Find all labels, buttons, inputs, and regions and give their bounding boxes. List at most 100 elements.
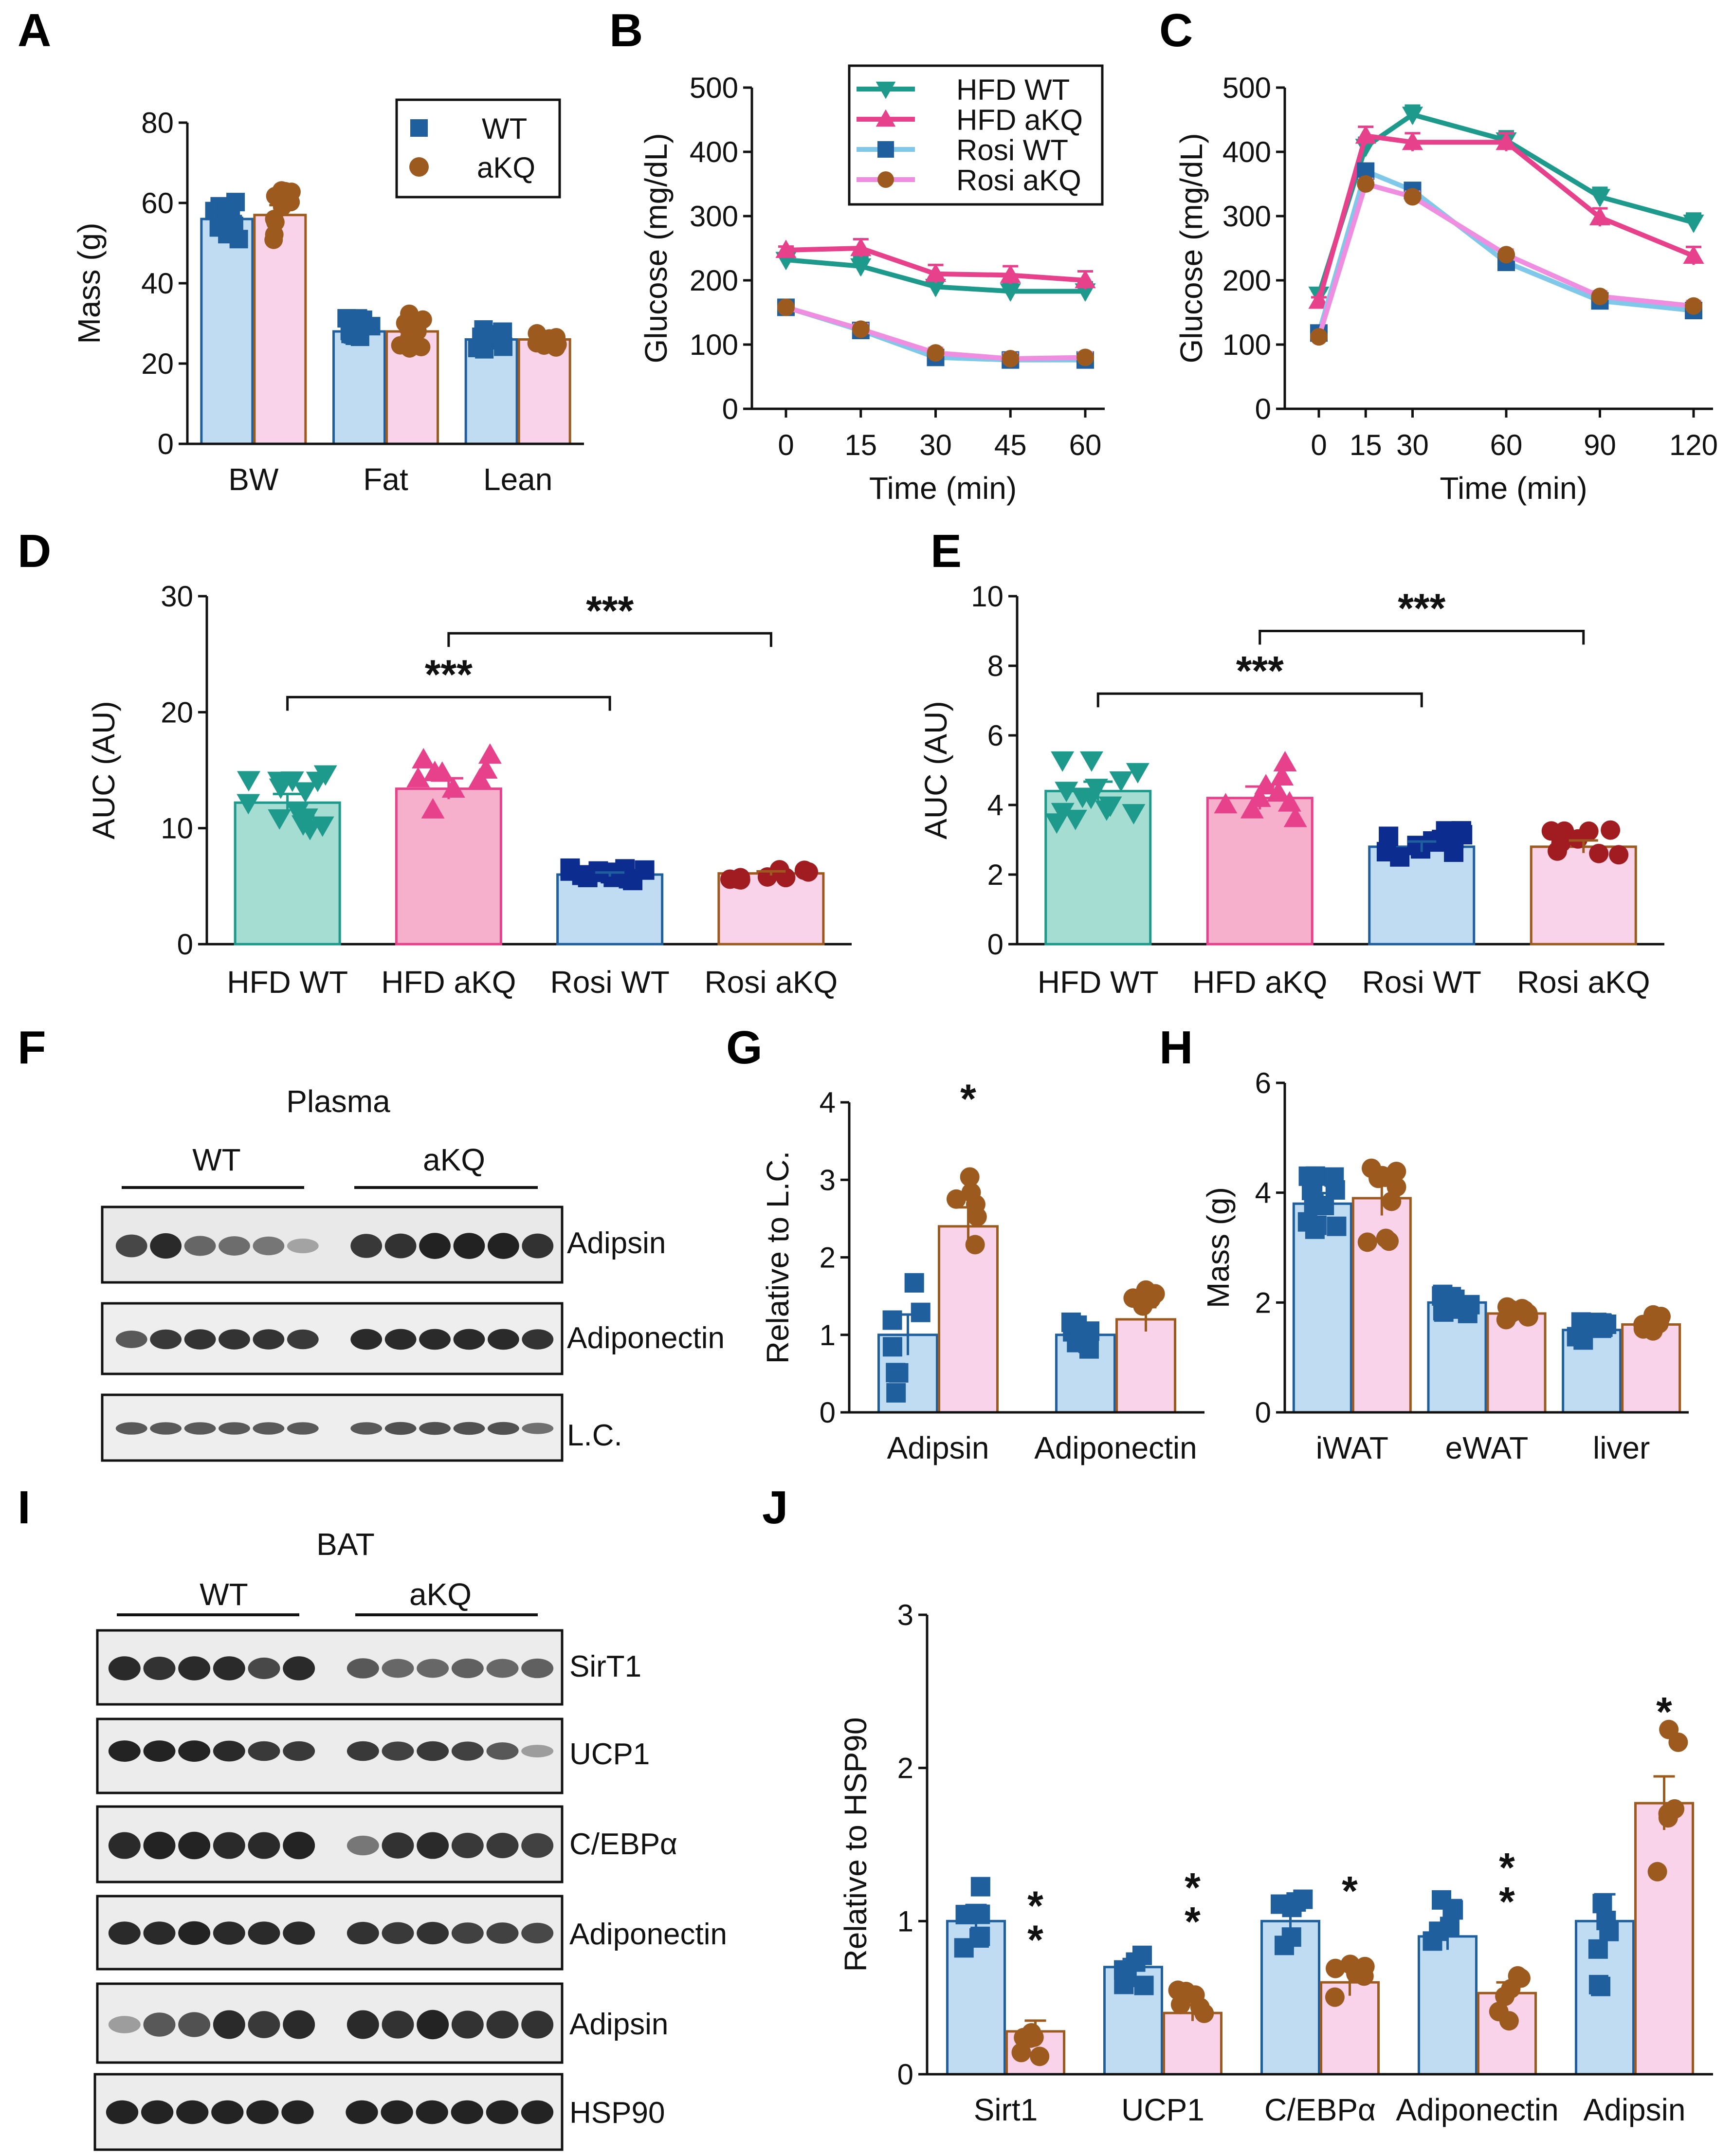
bar-wt-fat: [332, 330, 386, 445]
bar-akq-ucp1: [1163, 2011, 1222, 2076]
data-point: [1305, 1166, 1325, 1186]
data-point: [955, 1904, 975, 1924]
data-point: [1499, 2011, 1519, 2031]
chart-g-y-label: Relative to L.C.: [760, 1151, 795, 1364]
x-label-ewat: eWAT: [1445, 1430, 1529, 1465]
blot-band: [248, 1657, 280, 1680]
chart-d-y-label: AUC (AU): [86, 701, 121, 839]
data-point: [1432, 1286, 1452, 1306]
legend-label-hfd-wt: HFD WT: [956, 73, 1070, 106]
data-point: [911, 1302, 930, 1322]
chart-j-y-label: Relative to HSP90: [838, 1717, 873, 1972]
bar-akq-adipsin: [938, 1225, 999, 1414]
bar-wt-adiponectin: [1418, 1935, 1478, 2076]
point-rosi-akq: [1310, 328, 1328, 346]
data-point: [799, 862, 819, 882]
point-hfd-akq: [925, 263, 947, 282]
blot-band: [281, 2100, 314, 2124]
panel-letter-c: C: [1159, 4, 1193, 56]
data-point: [1109, 771, 1133, 792]
blot-f-label-lc: L.C.: [567, 1419, 622, 1452]
blot-i-group-akq: aKQ: [409, 1577, 472, 1612]
blot-band: [521, 1745, 554, 1757]
data-point: [1304, 1195, 1324, 1215]
x-tick-label: 0: [778, 429, 794, 461]
blot-band: [347, 2010, 379, 2039]
chart-b-y-label: Glucose (mg/dL): [638, 133, 674, 363]
blot-band: [141, 2100, 174, 2124]
x-tick-label: 60: [1069, 429, 1102, 461]
chart-a-body-composition: 0 20 40 60 80 Mass (g) BW Fat Lean WT aKQ: [72, 98, 584, 497]
blot-i-bands-ucp1: [108, 1740, 554, 1762]
data-point: [904, 1273, 924, 1293]
x-label-adiponectin: Adiponectin: [1396, 2092, 1558, 2127]
data-point: [237, 771, 260, 792]
significance-bracket: [286, 695, 611, 711]
blot-band: [283, 2010, 315, 2039]
data-point: [1307, 1215, 1327, 1235]
data-point: [1361, 1158, 1381, 1178]
data-point: [310, 816, 334, 837]
blot-band: [521, 1833, 554, 1858]
data-point: [970, 1926, 990, 1946]
blot-band: [382, 2010, 414, 2039]
point-rosi-akq: [1497, 246, 1515, 264]
chart-b-insulin-tolerance: 0 100 200 300 400 500 Glucose (mg/dL) 0 15 30 45 60…: [638, 64, 1105, 506]
panel-letter-g: G: [726, 1022, 763, 1074]
x-label-iwat: iWAT: [1316, 1430, 1388, 1465]
y-tick-label: 40: [141, 267, 174, 300]
x-tick-label: 15: [844, 429, 877, 461]
blot-f-bands-adipsin: [115, 1233, 554, 1259]
data-point: [1214, 793, 1238, 814]
blot-band: [115, 1331, 147, 1348]
data-point: [1508, 1966, 1528, 1986]
line-hfd-akq: [1316, 133, 1695, 302]
blot-band: [486, 2100, 519, 2124]
legend-label-rosi-wt: Rosi WT: [956, 134, 1068, 166]
y-tick-label: 2: [987, 859, 1003, 891]
y-tick-label: 0: [897, 2058, 913, 2091]
chart-e-y-label: AUC (AU): [918, 701, 953, 839]
legend-marker-akq: [409, 157, 429, 177]
blot-f-label-adipsin: Adipsin: [567, 1226, 666, 1260]
data-point: [421, 798, 445, 819]
point-hfd-akq: [1000, 264, 1021, 283]
blot-i-label-cebpa: C/EBPα: [569, 1827, 677, 1861]
blot-band: [115, 1234, 147, 1258]
point-hfd-akq: [1308, 290, 1330, 309]
blot-i-bands-hsp90: [106, 2100, 554, 2124]
x-label-hfd-akq: HFD aKQ: [1192, 965, 1327, 1000]
x-label-rosi-wt: Rosi WT: [1362, 965, 1481, 1000]
blot-band: [246, 2100, 279, 2124]
blot-band: [486, 1742, 519, 1760]
point-hfd-akq: [1075, 270, 1096, 289]
significance-bracket: [1259, 630, 1585, 645]
significance-stars: ***: [586, 587, 634, 633]
data-point: [1379, 1231, 1399, 1251]
data-point: [226, 193, 245, 212]
point-hfd-akq: [775, 239, 797, 258]
blot-band: [382, 1741, 414, 1761]
data-point: [1283, 806, 1307, 827]
blot-band: [486, 2010, 519, 2039]
point-hfd-akq: [850, 238, 872, 256]
blot-band: [150, 1422, 182, 1435]
legend-label-rosi-akq: Rosi aKQ: [956, 164, 1081, 197]
blot-i-bands-adipsin: [108, 2010, 554, 2040]
x-tick-label: 30: [919, 429, 952, 461]
point-hfd-akq: [1496, 131, 1517, 150]
data-point: [1055, 782, 1078, 803]
blot-band: [213, 1921, 245, 1945]
data-point: [1596, 1911, 1616, 1931]
blot-f-bands-adiponectin: [115, 1329, 554, 1350]
y-tick-label: 300: [690, 200, 738, 233]
blot-band: [521, 1922, 554, 1944]
y-tick-label: 2: [820, 1242, 836, 1274]
data-point: [1126, 763, 1149, 784]
blot-band: [347, 1741, 379, 1761]
blot-band: [213, 1740, 245, 1762]
blot-band: [451, 1741, 484, 1761]
x-label-rosi-akq: Rosi aKQ: [1517, 965, 1650, 1000]
data-point: [615, 859, 635, 879]
point-rosi-akq: [1685, 297, 1702, 315]
